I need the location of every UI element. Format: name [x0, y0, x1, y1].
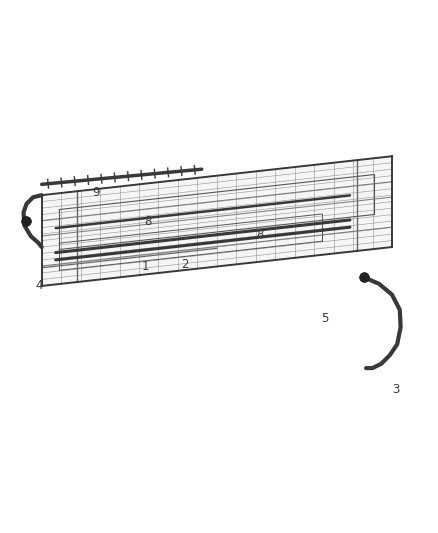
Text: 5: 5 — [321, 312, 328, 325]
Text: 1: 1 — [142, 260, 149, 273]
Text: 8: 8 — [256, 228, 264, 240]
Text: 9: 9 — [92, 187, 99, 199]
Text: 3: 3 — [392, 383, 400, 396]
Text: 8: 8 — [144, 215, 152, 228]
Polygon shape — [42, 156, 392, 286]
Text: 2: 2 — [180, 258, 188, 271]
Text: 4: 4 — [36, 279, 43, 293]
